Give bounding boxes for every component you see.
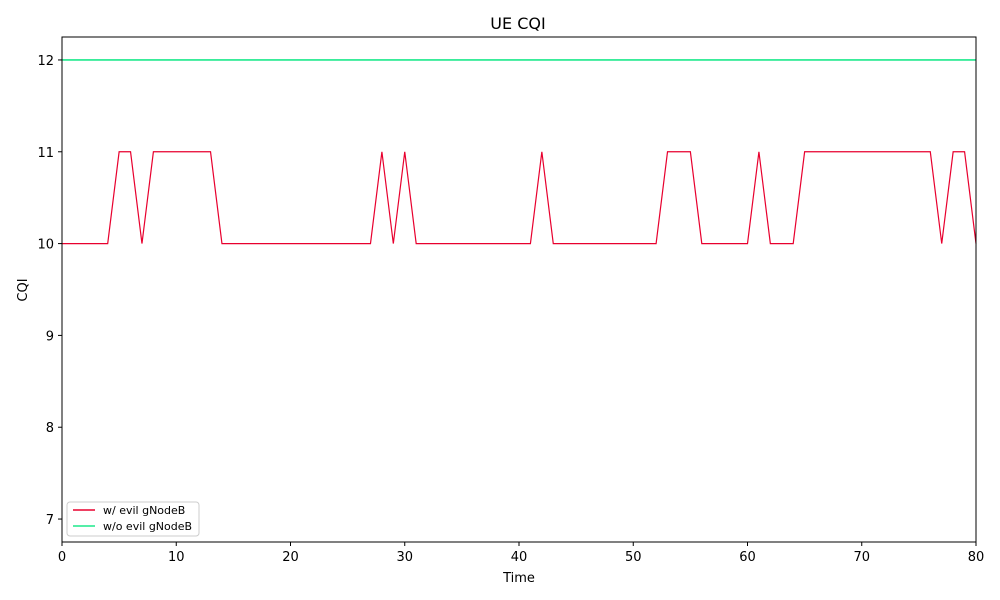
x-tick-label: 60 <box>739 550 756 565</box>
x-tick-label: 80 <box>968 550 985 565</box>
x-tick-label: 50 <box>625 550 642 565</box>
x-axis-label: Time <box>502 571 535 586</box>
legend: w/ evil gNodeB w/o evil gNodeB <box>66 501 200 537</box>
legend-box <box>66 501 200 537</box>
chart-title: UE CQI <box>490 14 545 33</box>
y-tick-label: 10 <box>37 238 54 253</box>
x-tick-label: 30 <box>396 550 413 565</box>
series-line-evil <box>62 151 977 245</box>
series-layer <box>62 59 977 245</box>
x-tick-label: 70 <box>853 550 870 565</box>
x-tick-label: 0 <box>58 550 66 565</box>
legend-label-no-evil: w/o evil gNodeB <box>103 520 192 533</box>
x-tick-label: 10 <box>168 550 185 565</box>
x-axis: 0 10 20 30 40 50 60 70 80 <box>58 542 984 565</box>
y-tick-label: 12 <box>37 54 54 69</box>
y-axis-label: CQI <box>16 278 31 301</box>
plot-frame <box>61 36 977 543</box>
y-tick-label: 11 <box>37 146 54 161</box>
y-tick-label: 9 <box>46 329 54 344</box>
y-tick-label: 8 <box>46 421 54 436</box>
legend-label-evil: w/ evil gNodeB <box>103 504 185 517</box>
y-tick-label: 7 <box>46 513 54 528</box>
y-axis: 7 8 9 10 11 12 <box>37 54 62 528</box>
x-tick-label: 40 <box>511 550 528 565</box>
x-tick-label: 20 <box>282 550 299 565</box>
